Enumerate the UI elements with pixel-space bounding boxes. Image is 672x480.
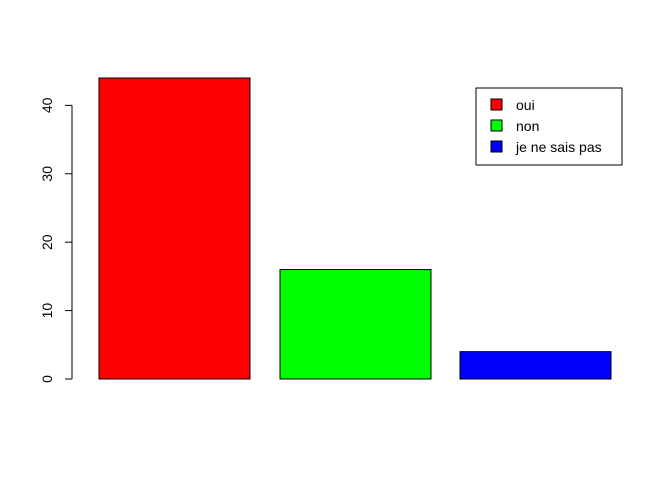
legend-swatch (490, 119, 503, 132)
y-tick-label: 30 (39, 166, 55, 182)
legend-swatch (490, 140, 503, 153)
y-axis: 0 10 20 30 40 (39, 97, 73, 383)
legend-label: je ne sais pas (515, 139, 602, 155)
legend-label: non (516, 118, 539, 134)
y-tick-label: 10 (39, 303, 55, 319)
legend-swatch (490, 98, 503, 111)
legend-label: oui (516, 97, 535, 113)
bars-group (98, 77, 612, 380)
y-tick-label: 0 (39, 375, 55, 383)
bar-oui (98, 77, 251, 380)
y-tick-label: 40 (39, 97, 55, 113)
bar-non (279, 269, 432, 380)
legend: oui non je ne sais pas (475, 87, 623, 166)
bar-je-ne-sais-pas (459, 351, 612, 380)
y-tick-label: 20 (39, 234, 55, 250)
